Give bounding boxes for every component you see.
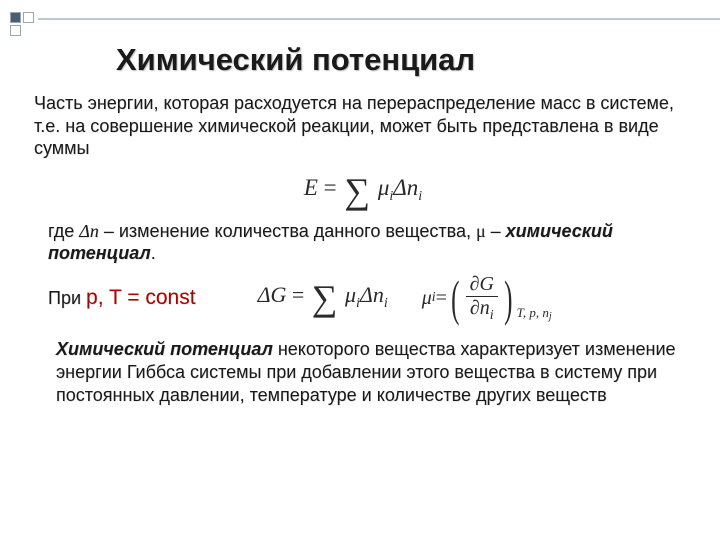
eq1-n-sub: i bbox=[418, 189, 422, 204]
eq1-sum: ∑ bbox=[344, 170, 370, 212]
eq1-op: = bbox=[324, 175, 337, 200]
page-title: Химический потенциал bbox=[116, 42, 692, 78]
eq3-n-sub: i bbox=[490, 308, 494, 323]
eq3-sub-j: j bbox=[549, 311, 552, 322]
deco-square-light-1 bbox=[23, 12, 34, 23]
eq3-fraction: ∂G ∂ni bbox=[466, 273, 498, 324]
paren-right: ) bbox=[504, 278, 512, 318]
eq3-sub-outer-txt: T, p, n bbox=[517, 305, 549, 320]
eq3-partial-1: ∂ bbox=[470, 273, 480, 295]
eq2-mu: μ bbox=[345, 282, 356, 307]
eq3-mu: μ bbox=[422, 287, 432, 310]
explain-prefix: где bbox=[48, 221, 79, 241]
explain-mu: μ bbox=[476, 221, 486, 241]
eq3-partial-2: ∂ bbox=[470, 297, 480, 319]
condition-label: При p, T = const bbox=[48, 286, 196, 310]
deco-square-light-2 bbox=[10, 25, 21, 36]
para3-lead: Химический потенциал bbox=[56, 339, 273, 359]
eq1-delta: Δ bbox=[393, 175, 407, 200]
eq1-n: n bbox=[407, 175, 419, 200]
paren-left: ( bbox=[451, 278, 459, 318]
eq2-n-sub: i bbox=[384, 296, 388, 311]
equation-2: ΔG = ∑ μiΔni bbox=[258, 277, 388, 319]
explain-part2: – bbox=[486, 221, 506, 241]
explain-part1: – изменение количества данного вещества, bbox=[99, 221, 476, 241]
explain-dn: Δn bbox=[79, 221, 99, 241]
cond-text: p, T = const bbox=[86, 286, 196, 309]
equation-row: При p, T = const ΔG = ∑ μiΔni μi = ( ∂G … bbox=[48, 273, 692, 324]
deco-square-dark bbox=[10, 12, 21, 23]
explain-dot: . bbox=[151, 243, 156, 263]
equation-3: μ i = ( ∂G ∂ni ) T, p, nj bbox=[422, 273, 552, 324]
cond-pre: При bbox=[48, 288, 86, 308]
explain-paragraph: где Δn – изменение количества данного ве… bbox=[48, 220, 692, 265]
conclusion-paragraph: Химический потенциал некоторого вещества… bbox=[56, 338, 692, 408]
eq1-mu: μ bbox=[378, 175, 390, 200]
eq3-eq: = bbox=[436, 287, 447, 310]
eq2-n: n bbox=[373, 282, 384, 307]
header-rule bbox=[38, 18, 720, 20]
eq2-sum: ∑ bbox=[312, 277, 338, 319]
eq2-lhs: ΔG bbox=[258, 282, 287, 307]
eq3-G: G bbox=[479, 273, 493, 295]
eq3-sub-outer: T, p, nj bbox=[517, 305, 552, 322]
eq1-lhs: E bbox=[304, 175, 318, 200]
intro-paragraph: Часть энергии, которая расходуется на пе… bbox=[34, 92, 692, 160]
equation-1: E = ∑ μiΔni bbox=[34, 170, 692, 212]
eq3-n: n bbox=[480, 297, 490, 319]
slide-content: Химический потенциал Часть энергии, кото… bbox=[0, 0, 720, 428]
eq2-op: = bbox=[292, 282, 304, 307]
eq2-delta: Δ bbox=[360, 282, 373, 307]
